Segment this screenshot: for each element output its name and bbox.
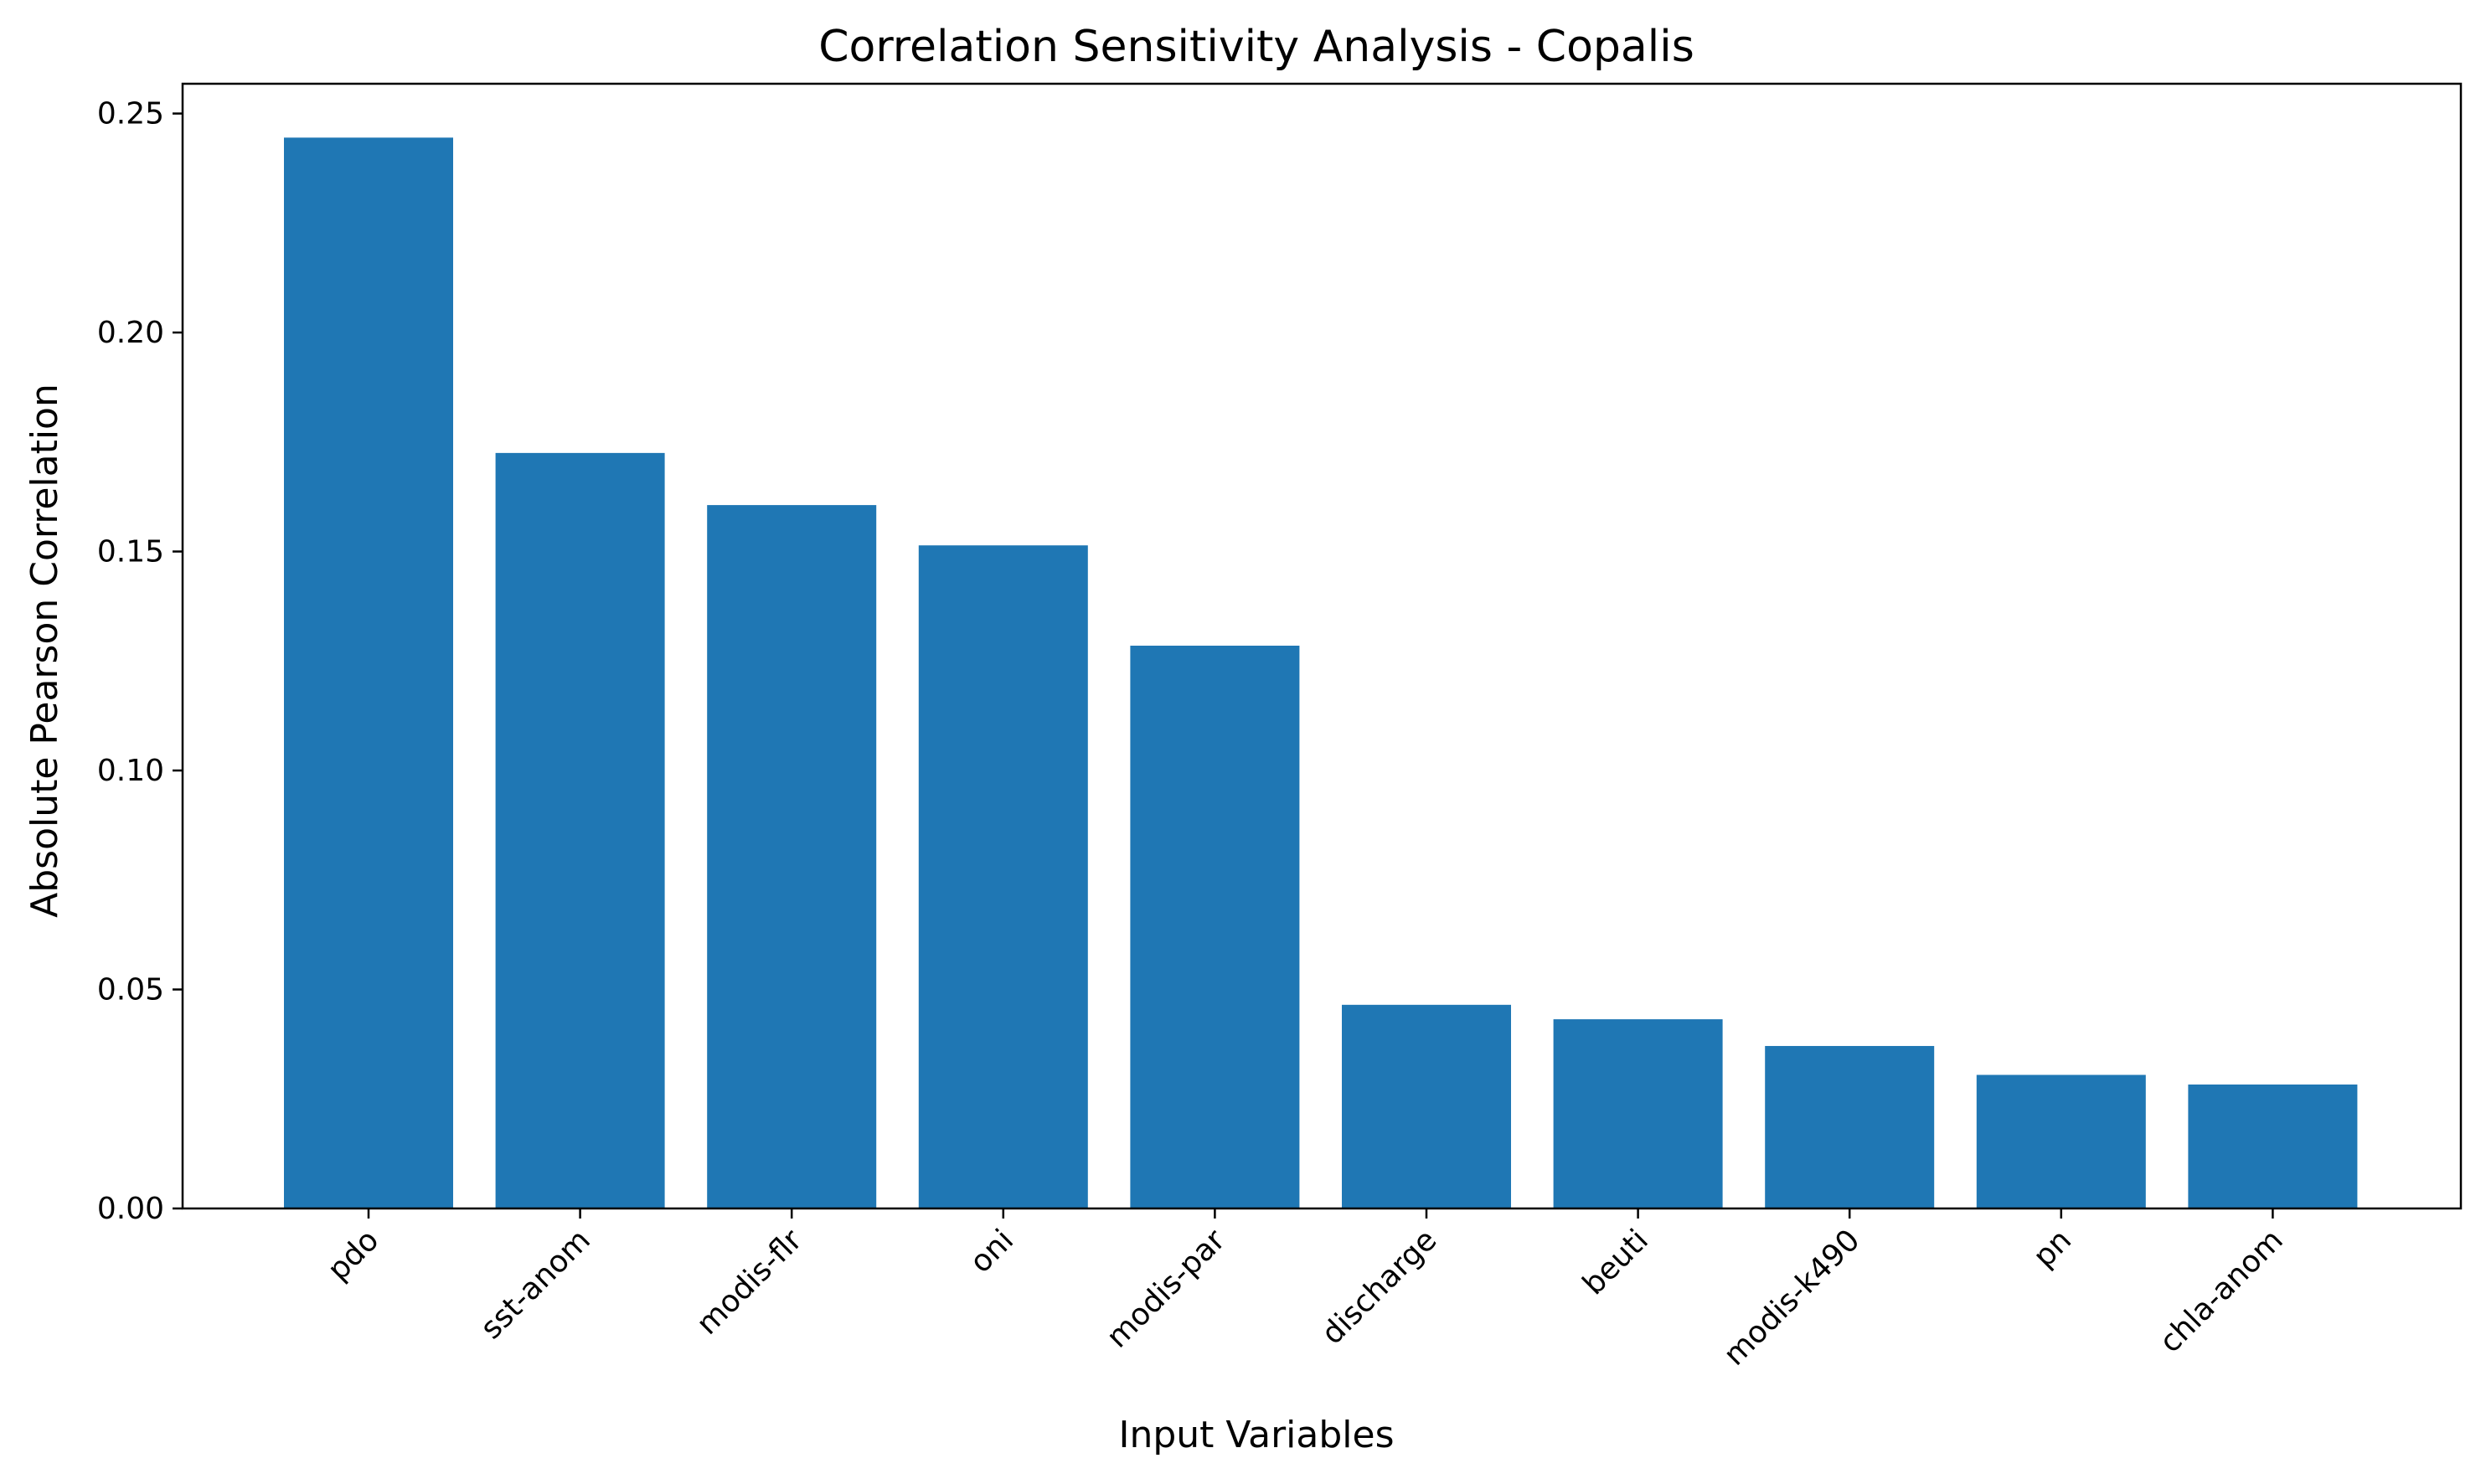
y-tick-label: 0.05: [97, 973, 164, 1007]
bar-sst-anom: [495, 452, 665, 1208]
bar-modis-par: [1130, 645, 1300, 1208]
bar-pdo: [284, 137, 453, 1208]
bar-oni: [918, 545, 1088, 1208]
bars-group: [284, 137, 2358, 1208]
x-axis-label: Input Variables: [1119, 1414, 1395, 1456]
y-tick-label: 0.15: [97, 535, 164, 569]
bar-modis-flr: [707, 505, 877, 1208]
y-axis-label: Absolute Pearson Correlation: [23, 384, 66, 918]
chart-title: Correlation Sensitivity Analysis - Copal…: [818, 22, 1694, 72]
y-tick-label: 0.20: [97, 316, 164, 350]
bar-pn: [1976, 1074, 2146, 1208]
y-axis-ticks: 0.00 0.05 0.10 0.15 0.20 0.25: [97, 97, 183, 1226]
bar-discharge: [1342, 1004, 1511, 1208]
y-tick-label: 0.00: [97, 1192, 164, 1226]
bar-chla-anom: [2188, 1084, 2358, 1208]
plot-frame: [181, 82, 2463, 1210]
y-tick-label: 0.10: [97, 754, 164, 788]
bar-beuti: [1553, 1019, 1723, 1208]
y-tick-label: 0.25: [97, 97, 164, 131]
bar-modis-k490: [1765, 1045, 1935, 1208]
